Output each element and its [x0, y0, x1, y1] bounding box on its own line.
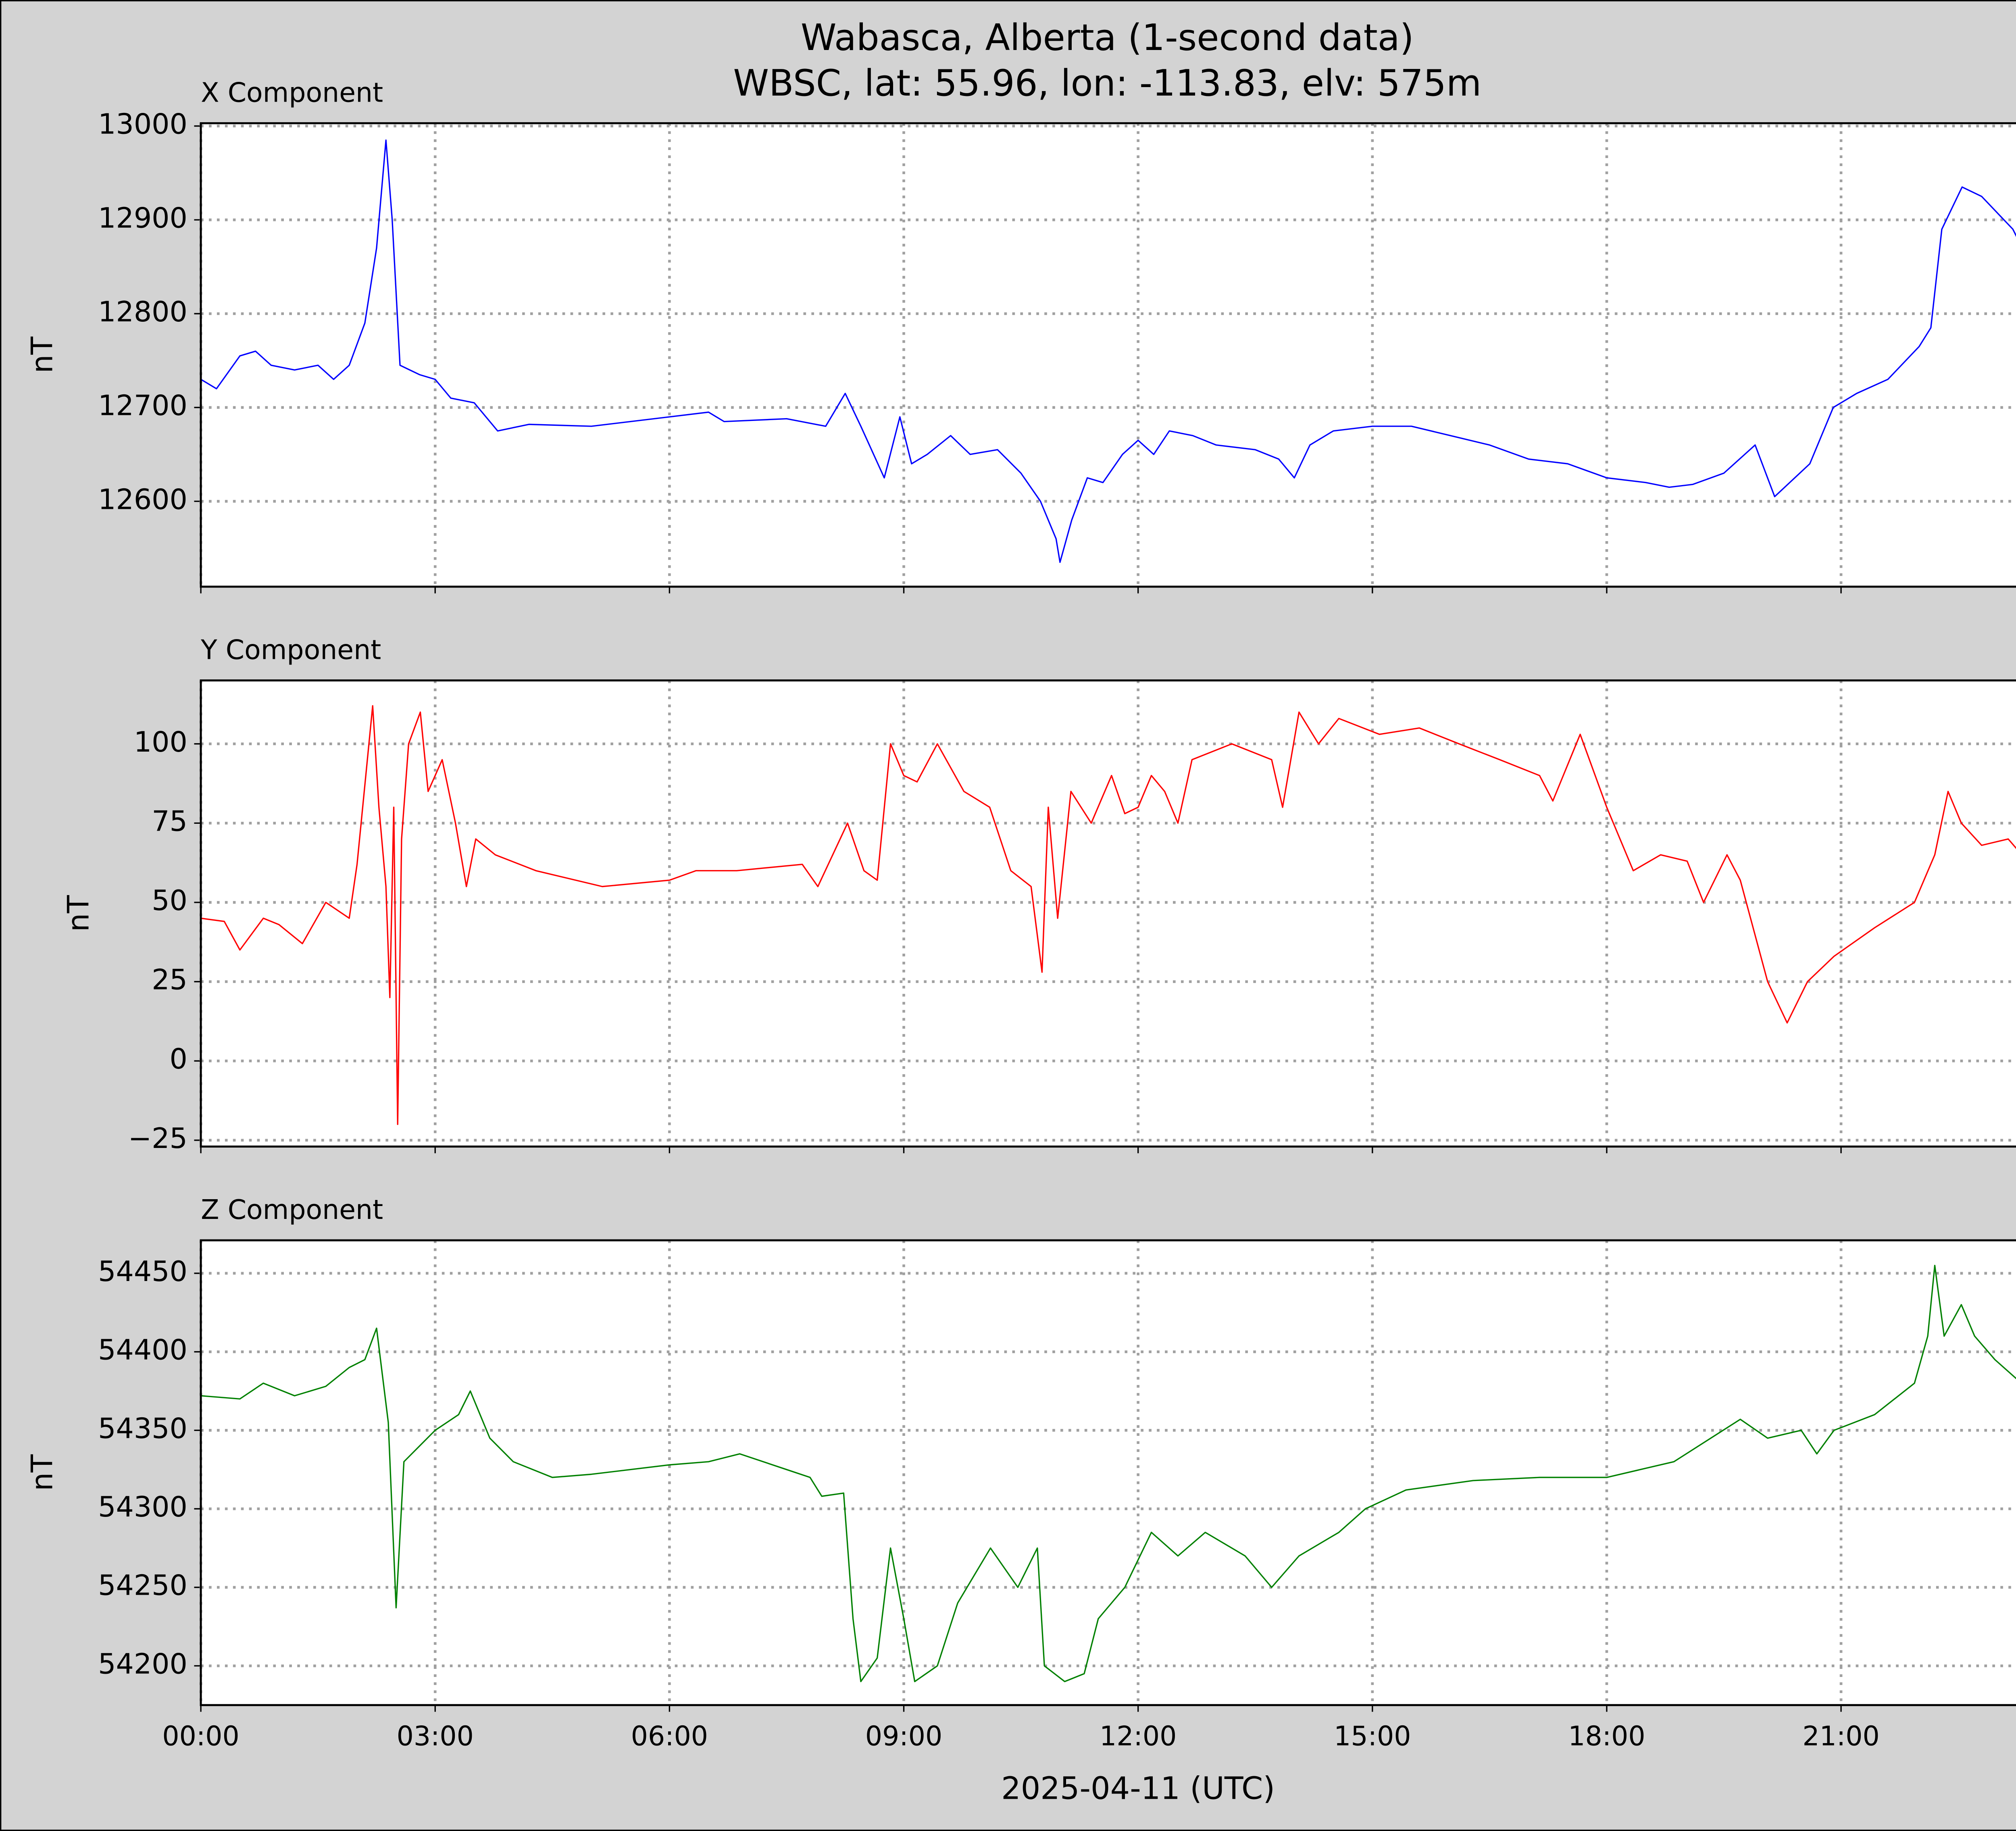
y-tick-label: 25	[152, 964, 187, 996]
data-line	[200, 1264, 2016, 1683]
x-tick-label: 03:00	[397, 1720, 474, 1752]
y-tick-label: 54200	[98, 1648, 187, 1680]
plot-area	[201, 1240, 2016, 1705]
y-tick-label: 12800	[98, 296, 187, 328]
data-line	[200, 139, 2016, 563]
y-tick-label: 54350	[98, 1412, 187, 1445]
x-tick-label: 06:00	[631, 1720, 708, 1752]
y-tick-label: 100	[134, 726, 187, 758]
y-tick-label: 50	[152, 884, 187, 917]
y-tick-label: 54250	[98, 1569, 187, 1602]
y-axis-label: nT	[61, 895, 96, 932]
plot-area	[201, 680, 2016, 1147]
y-tick-label: 0	[170, 1043, 187, 1075]
y-tick-label: 12600	[98, 483, 187, 516]
y-tick-label: 12700	[98, 390, 187, 422]
chart-title: Wabasca, Alberta (1-second data)	[801, 17, 1414, 59]
plot-frame	[200, 679, 2016, 1148]
plot-frame	[200, 1239, 2016, 1706]
x-tick-label: 21:00	[1802, 1720, 1879, 1752]
x-axis-label: 2025-04-11 (UTC)	[1001, 1771, 1275, 1806]
panel-title: Y Component	[200, 634, 381, 665]
plot-area	[201, 123, 2016, 587]
x-tick-label: 00:00	[162, 1720, 239, 1752]
y-tick-label: 12900	[98, 202, 187, 234]
plot-frame	[200, 122, 2016, 588]
x-tick-label: 18:00	[1568, 1720, 1645, 1752]
y-tick-label: 13000	[98, 108, 187, 141]
x-tick-label: 09:00	[865, 1720, 942, 1752]
y-tick-label: 75	[152, 805, 187, 837]
chart-subtitle: WBSC, lat: 55.96, lon: -113.83, elv: 575…	[733, 62, 1481, 104]
y-tick-label: 54300	[98, 1491, 187, 1523]
x-tick-label: 12:00	[1100, 1720, 1177, 1752]
x-tick-label: 15:00	[1334, 1720, 1411, 1752]
y-axis-label: nT	[25, 336, 60, 373]
y-axis-label: nT	[25, 1454, 60, 1491]
y-tick-label: 54400	[98, 1334, 187, 1366]
y-tick-label: −25	[128, 1122, 187, 1155]
data-line	[200, 705, 2016, 1125]
y-tick-label: 54450	[98, 1255, 187, 1288]
panel-title: X Component	[201, 77, 383, 108]
panel-title: Z Component	[201, 1194, 383, 1225]
